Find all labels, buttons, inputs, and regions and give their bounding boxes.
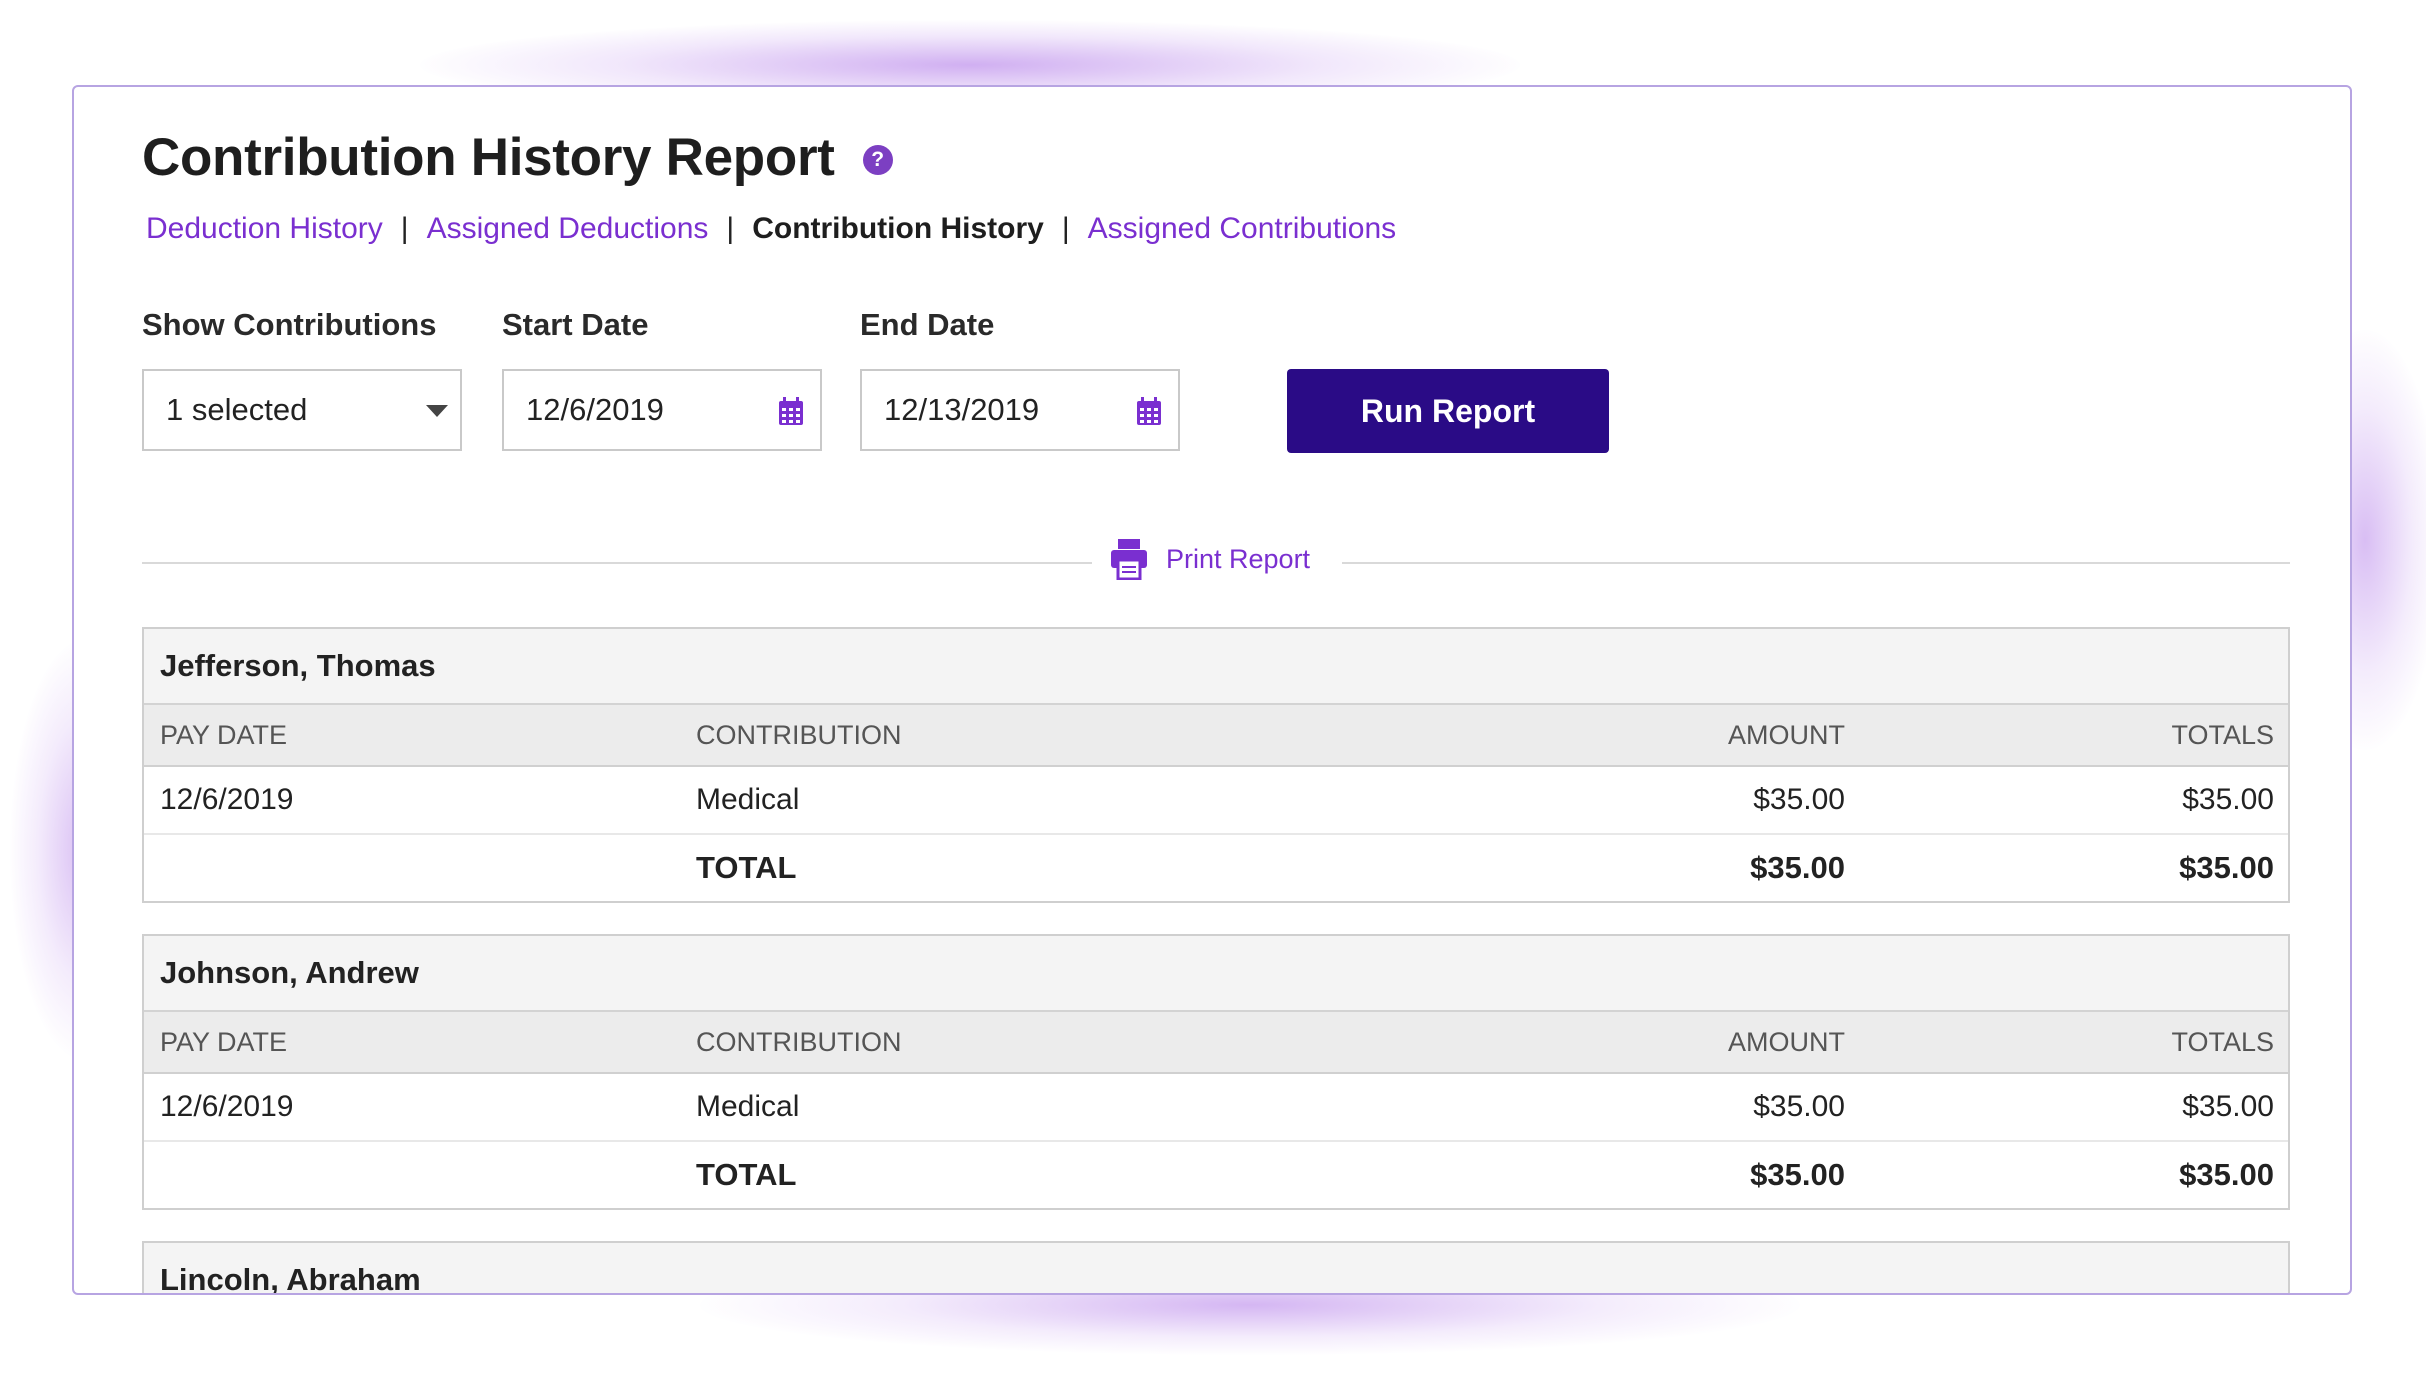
table-row: 12/6/2019 Medical $35.00 $35.00: [144, 1074, 2288, 1142]
printer-icon: [1111, 539, 1147, 580]
caret-down-icon: [426, 405, 448, 417]
pay-date-cell: 12/6/2019: [160, 783, 294, 816]
show-contributions-filter: Show Contributions 1 selected: [142, 307, 462, 451]
total-totals: $35.00: [2179, 1157, 2274, 1192]
calendar-icon[interactable]: [1136, 396, 1162, 426]
contribution-cell: Medical: [696, 783, 800, 816]
contribution-cell: Medical: [696, 1090, 800, 1123]
page-title: Contribution History Report: [142, 128, 835, 187]
totals-cell: $35.00: [2182, 783, 2274, 816]
column-header-row: PAY DATE CONTRIBUTION AMOUNT TOTALS: [144, 1012, 2288, 1074]
start-date-filter: Start Date 12/6/2019: [502, 307, 822, 451]
end-date-value: 12/13/2019: [884, 392, 1040, 427]
pay-date-cell: 12/6/2019: [160, 1090, 294, 1123]
start-date-label: Start Date: [502, 307, 649, 342]
run-report-button[interactable]: Run Report: [1287, 369, 1609, 453]
employee-name: Jefferson, Thomas: [144, 629, 2288, 705]
column-header-row: PAY DATE CONTRIBUTION AMOUNT TOTALS: [144, 705, 2288, 767]
start-date-input[interactable]: 12/6/2019: [502, 369, 822, 451]
end-date-filter: End Date 12/13/2019: [860, 307, 1180, 451]
show-contributions-label: Show Contributions: [142, 307, 437, 342]
employee-name: Lincoln, Abraham: [144, 1243, 2288, 1293]
column-totals: TOTALS: [2171, 1026, 2274, 1057]
subnav-separator: |: [400, 212, 409, 245]
employee-group: Jefferson, Thomas PAY DATE CONTRIBUTION …: [142, 627, 2290, 903]
subnav-assigned-contributions[interactable]: Assigned Contributions: [1087, 212, 1397, 245]
subnav-assigned-deductions[interactable]: Assigned Deductions: [426, 212, 709, 245]
total-amount: $35.00: [1750, 1157, 1845, 1192]
start-date-value: 12/6/2019: [526, 392, 664, 427]
subnav-deduction-history[interactable]: Deduction History: [146, 212, 383, 245]
employee-name: Johnson, Andrew: [144, 936, 2288, 1012]
column-pay-date: PAY DATE: [160, 719, 288, 750]
subnav-contribution-history: Contribution History: [752, 212, 1044, 245]
report-subnav: Deduction History | Assigned Deductions …: [142, 212, 1400, 246]
print-row: Print Report: [142, 532, 2290, 592]
total-row: TOTAL $35.00 $35.00: [144, 1142, 2288, 1208]
employee-group: Johnson, Andrew PAY DATE CONTRIBUTION AM…: [142, 934, 2290, 1210]
employee-group: Lincoln, Abraham: [142, 1241, 2290, 1293]
divider-left: [142, 562, 1092, 564]
calendar-icon[interactable]: [778, 396, 804, 426]
total-totals: $35.00: [2179, 850, 2274, 885]
column-amount: AMOUNT: [1728, 1026, 1845, 1057]
title-row: Contribution History Report ?: [142, 127, 893, 188]
report-filters: Show Contributions 1 selected Start Date…: [142, 307, 1742, 453]
column-totals: TOTALS: [2171, 719, 2274, 750]
end-date-label: End Date: [860, 307, 995, 342]
total-label: TOTAL: [696, 850, 797, 885]
amount-cell: $35.00: [1753, 1090, 1845, 1123]
total-row: TOTAL $35.00 $35.00: [144, 835, 2288, 901]
total-amount: $35.00: [1750, 850, 1845, 885]
table-row: 12/6/2019 Medical $35.00 $35.00: [144, 767, 2288, 835]
subnav-separator: |: [726, 212, 735, 245]
subnav-separator: |: [1061, 212, 1070, 245]
question-circle-icon[interactable]: ?: [862, 144, 893, 175]
report-card: Contribution History Report ? Deduction …: [72, 85, 2352, 1295]
column-contribution: CONTRIBUTION: [696, 1026, 902, 1057]
column-contribution: CONTRIBUTION: [696, 719, 902, 750]
print-report-label: Print Report: [1166, 543, 1311, 574]
column-pay-date: PAY DATE: [160, 1026, 288, 1057]
show-contributions-value: 1 selected: [166, 392, 308, 427]
amount-cell: $35.00: [1753, 783, 1845, 816]
divider-right: [1342, 562, 2290, 564]
end-date-input[interactable]: 12/13/2019: [860, 369, 1180, 451]
total-label: TOTAL: [696, 1157, 797, 1192]
column-amount: AMOUNT: [1728, 719, 1845, 750]
totals-cell: $35.00: [2182, 1090, 2274, 1123]
print-report-link[interactable]: Print Report: [1110, 538, 1310, 580]
show-contributions-select[interactable]: 1 selected: [142, 369, 462, 451]
